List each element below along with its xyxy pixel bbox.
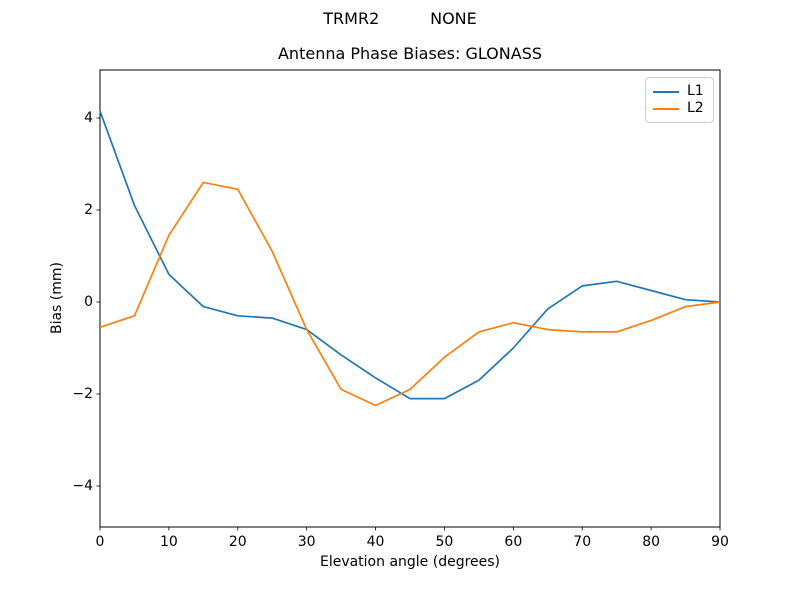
x-tick-label: 30 [297, 534, 316, 550]
l2-line [99, 181, 721, 407]
x-tick-label: 10 [159, 534, 178, 550]
y-axis-label: Bias (mm) [49, 261, 65, 335]
x-tick-label: 40 [366, 534, 385, 550]
x-tick-label: 60 [504, 534, 523, 550]
figure-suptitle: TRMR2 NONE [323, 9, 477, 28]
x-tick-label: 90 [711, 534, 729, 550]
y-tick-label: 0 [84, 294, 93, 310]
l1-line-swatch [653, 90, 679, 93]
x-tick-label: 50 [435, 534, 454, 550]
plot-border [99, 69, 721, 528]
legend-entry-l1: L1 [653, 84, 706, 99]
chart-title: Antenna Phase Biases: GLONASS [277, 44, 542, 63]
x-tick-label: 70 [573, 534, 592, 550]
x-tick-label: 0 [95, 534, 105, 550]
legend-entry-l2: L2 [653, 101, 706, 116]
y-tick-label: −2 [72, 386, 93, 402]
l2-line-swatch [653, 107, 679, 110]
y-tick-label: 4 [84, 110, 93, 126]
legend: L1 L2 [645, 77, 714, 123]
x-axis-label: Elevation angle (degrees) [319, 554, 501, 570]
legend-label-l2: L2 [687, 100, 704, 116]
y-tick-label: −4 [72, 478, 93, 494]
x-tick-label: 80 [642, 534, 661, 550]
x-tick-label: 20 [228, 534, 247, 550]
l1-line [99, 110, 721, 400]
legend-label-l1: L1 [687, 83, 704, 99]
y-tick-label: 2 [84, 202, 93, 218]
